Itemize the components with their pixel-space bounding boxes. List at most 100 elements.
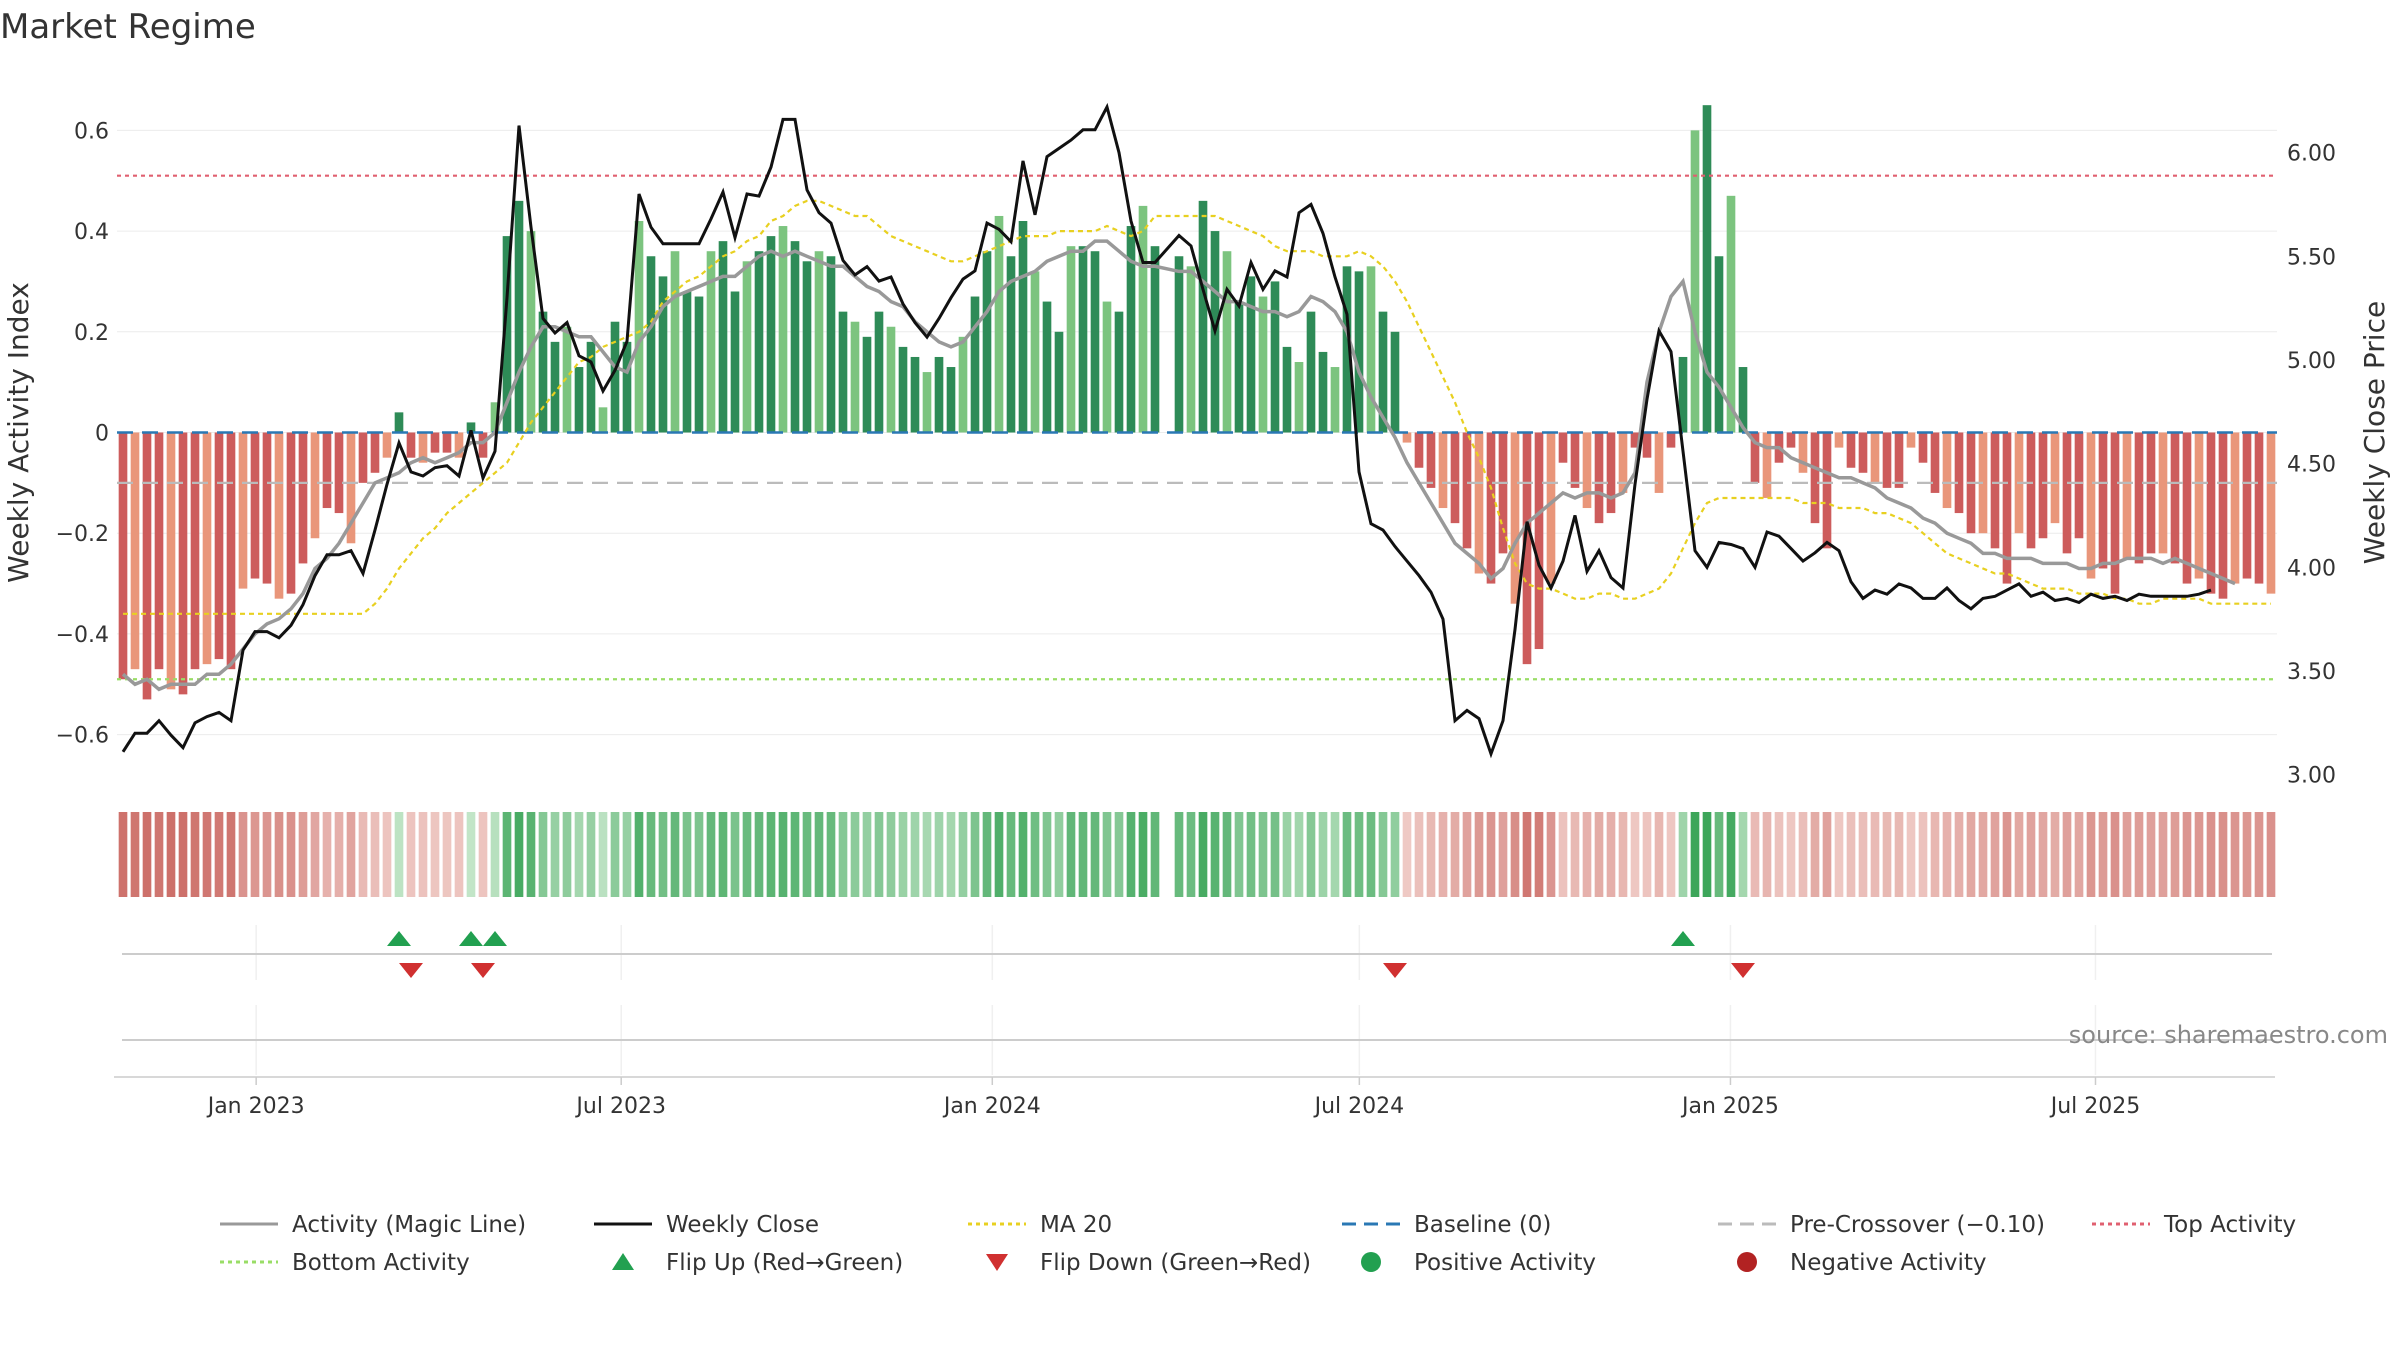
regime-cell bbox=[262, 812, 272, 897]
flip-down-marker bbox=[1383, 963, 1407, 978]
activity-bar bbox=[1066, 246, 1076, 433]
flip-up-marker bbox=[459, 931, 483, 946]
activity-bar bbox=[142, 432, 152, 700]
regime-cell bbox=[1594, 812, 1604, 897]
activity-bar bbox=[1138, 205, 1148, 433]
activity-bar bbox=[1762, 432, 1772, 498]
activity-bar bbox=[286, 432, 296, 594]
x-tick-label: Jul 2025 bbox=[2049, 1094, 2141, 1119]
activity-bar bbox=[1342, 266, 1352, 433]
series-lines bbox=[121, 102, 2271, 759]
regime-cell bbox=[934, 812, 944, 897]
activity-bar bbox=[2026, 432, 2036, 549]
regime-cell bbox=[1198, 812, 1208, 897]
activity-bar bbox=[658, 276, 668, 433]
regime-cell bbox=[1738, 812, 1748, 897]
activity-bar bbox=[970, 296, 980, 433]
activity-bar bbox=[1630, 432, 1640, 448]
legend-swatch bbox=[986, 1254, 1008, 1271]
activity-bar bbox=[214, 432, 224, 660]
activity-bar bbox=[466, 422, 476, 433]
legend-label: Bottom Activity bbox=[292, 1250, 470, 1276]
activity-bar bbox=[922, 372, 932, 433]
regime-cell bbox=[502, 812, 512, 897]
activity-bar bbox=[2254, 432, 2264, 584]
activity-panel bbox=[122, 1005, 2272, 1075]
regime-strip bbox=[118, 812, 2276, 897]
regime-cell bbox=[2134, 812, 2144, 897]
regime-cell bbox=[238, 812, 248, 897]
activity-bar bbox=[2134, 432, 2144, 564]
activity-bar bbox=[2110, 432, 2120, 594]
regime-cell bbox=[1246, 812, 1256, 897]
regime-cell bbox=[754, 812, 764, 897]
flip-down-marker bbox=[471, 963, 495, 978]
regime-cell bbox=[1498, 812, 1508, 897]
regime-cell bbox=[838, 812, 848, 897]
activity-bar bbox=[430, 432, 440, 453]
regime-cell bbox=[1630, 812, 1640, 897]
regime-cell bbox=[2206, 812, 2216, 897]
activity-bar bbox=[1438, 432, 1448, 509]
activity-bar bbox=[1426, 432, 1436, 488]
regime-cell bbox=[1642, 812, 1652, 897]
regime-cell bbox=[1138, 812, 1148, 897]
regime-cell bbox=[1306, 812, 1316, 897]
activity-bar bbox=[1486, 432, 1496, 584]
regime-cell bbox=[2194, 812, 2204, 897]
activity-bar bbox=[1702, 105, 1712, 433]
regime-cell bbox=[1390, 812, 1400, 897]
activity-bar bbox=[1870, 432, 1880, 483]
regime-cell bbox=[1990, 812, 2000, 897]
regime-cell bbox=[766, 812, 776, 897]
activity-bar bbox=[1750, 432, 1760, 483]
regime-cell bbox=[1822, 812, 1832, 897]
activity-bar bbox=[1738, 367, 1748, 433]
regime-cell bbox=[1366, 812, 1376, 897]
activity-bar bbox=[1090, 251, 1100, 433]
regime-cell bbox=[418, 812, 428, 897]
regime-cell bbox=[550, 812, 560, 897]
regime-cell bbox=[1258, 812, 1268, 897]
regime-cell bbox=[1078, 812, 1088, 897]
regime-cell bbox=[1678, 812, 1688, 897]
regime-cell bbox=[1210, 812, 1220, 897]
regime-cell bbox=[718, 812, 728, 897]
activity-bar bbox=[1498, 432, 1508, 554]
regime-cell bbox=[1846, 812, 1856, 897]
regime-cell bbox=[1702, 812, 1712, 897]
regime-cell bbox=[1558, 812, 1568, 897]
regime-cell bbox=[2110, 812, 2120, 897]
activity-bar bbox=[514, 200, 524, 433]
legend-label: Activity (Magic Line) bbox=[292, 1212, 526, 1238]
regime-cell bbox=[1774, 812, 1784, 897]
regime-cell bbox=[646, 812, 656, 897]
regime-cell bbox=[202, 812, 212, 897]
activity-bar bbox=[1378, 311, 1388, 433]
activity-bar bbox=[2038, 432, 2048, 539]
regime-cell bbox=[2062, 812, 2072, 897]
activity-bar bbox=[394, 412, 404, 433]
activity-bar bbox=[2230, 432, 2240, 584]
regime-cell bbox=[1102, 812, 1112, 897]
activity-bar bbox=[250, 432, 260, 579]
x-tick-label: Jan 2024 bbox=[942, 1094, 1041, 1119]
activity-bar bbox=[1294, 362, 1304, 433]
activity-bar bbox=[490, 402, 500, 433]
regime-cell bbox=[1474, 812, 1484, 897]
regime-cell bbox=[274, 812, 284, 897]
regime-cell bbox=[2098, 812, 2108, 897]
activity-bar bbox=[538, 311, 548, 433]
y-left-tick-label: 0.2 bbox=[74, 321, 109, 346]
regime-cell bbox=[1834, 812, 1844, 897]
activity-bar bbox=[1942, 432, 1952, 509]
activity-bar bbox=[2146, 432, 2156, 554]
weekly-close-line bbox=[121, 102, 2212, 759]
regime-cell bbox=[1090, 812, 1100, 897]
y-right-tick-label: 4.50 bbox=[2287, 453, 2336, 478]
activity-bar bbox=[322, 432, 332, 509]
legend-label: Flip Up (Red→Green) bbox=[666, 1250, 903, 1276]
legend-label: MA 20 bbox=[1040, 1212, 1112, 1238]
activity-bar bbox=[334, 432, 344, 514]
regime-cell bbox=[1918, 812, 1928, 897]
